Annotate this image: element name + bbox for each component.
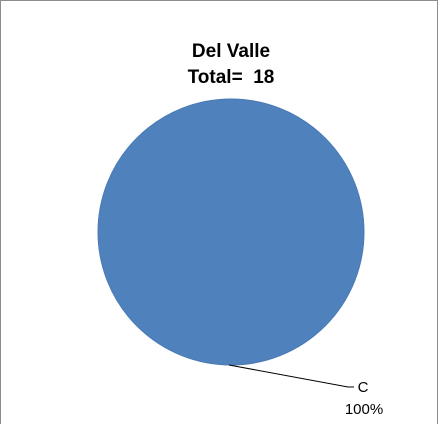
chart-title: Del Valle bbox=[192, 41, 270, 62]
data-label-percent: 100% bbox=[345, 401, 383, 418]
pie-slice-c bbox=[97, 98, 365, 366]
pie-data-labels: C 100% bbox=[228, 364, 383, 418]
chart-subtitle: Total= 18 bbox=[188, 67, 275, 88]
pie-slices bbox=[97, 98, 365, 366]
leader-line-c bbox=[228, 364, 354, 388]
data-label-category: C bbox=[358, 379, 369, 396]
